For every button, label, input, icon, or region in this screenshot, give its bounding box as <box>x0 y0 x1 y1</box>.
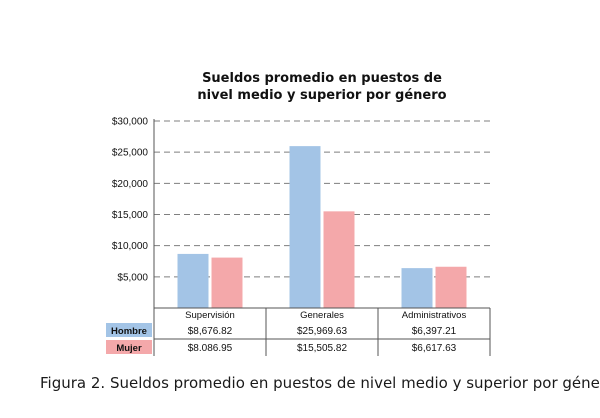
table-cell: $15,505.82 <box>297 343 347 354</box>
bar-hombre-3 <box>401 268 433 308</box>
plot-frame <box>153 119 490 309</box>
y-tick-label: $15,000 <box>112 210 149 221</box>
chart-title-line-1: Sueldos promedio en puestos de <box>202 71 442 86</box>
figure-caption: Figura 2. Sueldos promedio en puestos de… <box>40 374 600 392</box>
chart-title-line-2: nivel medio y superior por género <box>197 88 446 103</box>
bar-mujer-3 <box>435 266 467 308</box>
bar-hombre-2 <box>289 146 321 308</box>
category-label: Generales <box>300 310 344 321</box>
table-cell: $25,969.63 <box>297 326 347 337</box>
legend-label-mujer: Mujer <box>116 343 142 354</box>
gridlines <box>154 120 490 278</box>
y-axis-tick-labels: $5,000 $10,000 $15,000 $20,000 $25,000 $30,00… <box>112 117 149 284</box>
legend-swatch-mujer <box>106 340 152 354</box>
chart-title: Sueldos promedio en puestos de nivel medi… <box>197 71 446 103</box>
y-tick-label: $30,000 <box>112 117 149 128</box>
category-label: Administrativos <box>402 310 467 321</box>
caption-text: Sueldos promedio en puestos de nivel med… <box>105 374 600 392</box>
table-cell: $8.086.95 <box>188 343 233 354</box>
table-cell: $6,617.63 <box>412 343 457 354</box>
legend-label-hombre: Hombre <box>111 326 147 337</box>
y-tick-label: $20,000 <box>112 179 149 190</box>
data-table: Hombre $8,676.82 $25,969.63 $6,397.21 Mujer $… <box>106 308 491 356</box>
y-tick-label: $10,000 <box>112 241 149 252</box>
bar-mujer-1 <box>211 257 243 308</box>
bars <box>177 146 467 308</box>
table-cell: $8,676.82 <box>188 326 233 337</box>
caption-prefix: Figura 2. <box>40 374 106 392</box>
table-cell: $6,397.21 <box>412 326 457 337</box>
bar-mujer-2 <box>323 211 355 308</box>
y-tick-label: $25,000 <box>112 148 149 159</box>
y-tick-label: $5,000 <box>117 272 148 283</box>
bar-hombre-1 <box>177 253 209 308</box>
category-label: Supervisión <box>185 310 235 321</box>
category-labels: Supervisión Generales Administrativos <box>185 310 466 321</box>
legend-swatch-hombre <box>106 323 152 337</box>
